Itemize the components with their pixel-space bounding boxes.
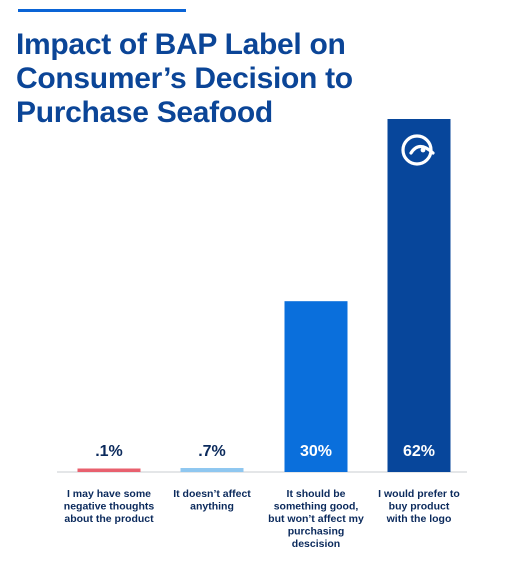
category-label-4-line-2: buy product <box>389 501 450 513</box>
eye-logo-icon <box>401 134 435 166</box>
bar-4 <box>387 119 451 472</box>
category-label-3-line-2: something good, <box>274 501 359 513</box>
category-label-1-line-3: about the product <box>64 513 154 525</box>
category-label-1-line-2: negative thoughts <box>64 501 155 513</box>
bar-value-label-1: .1% <box>95 443 123 460</box>
category-label-2-line-1: It doesn’t affect <box>173 488 251 500</box>
category-label-3-line-5: descision <box>292 538 340 550</box>
category-label-3-line-3: but won’t affect my <box>268 513 364 525</box>
chart-title-line-3: Purchase Seafood <box>16 96 273 129</box>
chart-title-line-1: Impact of BAP Label on <box>16 28 346 61</box>
category-label-3-line-1: It should be <box>287 488 346 500</box>
category-label-4-line-1: I would prefer to <box>378 488 460 500</box>
bar-value-label-3: 30% <box>300 443 332 460</box>
bar-value-label-4: 62% <box>403 443 435 460</box>
category-label-3-line-4: purchasing <box>288 526 345 538</box>
category-label-2-line-2: anything <box>190 501 234 513</box>
title-accent-rule <box>18 9 186 12</box>
bar-value-label-2: .7% <box>198 443 226 460</box>
chart-title-line-2: Consumer’s Decision to <box>16 62 353 95</box>
chart-title: Impact of BAP Label on Consumer’s Decisi… <box>16 28 436 130</box>
bar-3 <box>284 301 348 472</box>
bar-1 <box>77 468 141 472</box>
category-label-4-line-3: with the logo <box>386 513 452 525</box>
category-label-1-line-1: I may have some <box>67 488 151 500</box>
bar-2 <box>180 468 244 472</box>
